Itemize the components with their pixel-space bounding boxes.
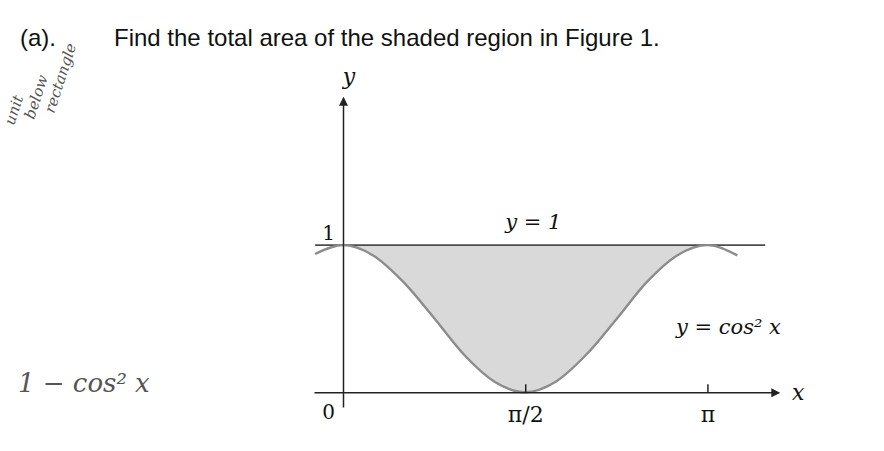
x-tick: π	[701, 384, 715, 427]
handwritten-expression: 1 − cos² x	[18, 368, 150, 398]
x-tick-mark	[525, 384, 527, 392]
x-tick-label: π	[701, 402, 715, 427]
question: (a). Find the total area of the shaded re…	[20, 24, 660, 51]
y-tick: 0	[322, 393, 343, 424]
figure: (a). Find the total area of the shaded re…	[0, 0, 884, 451]
y-tick-label: 1	[322, 221, 335, 245]
x-tick-mark	[707, 384, 709, 392]
x-axis-line	[315, 392, 779, 394]
series-label: y = cos² x	[675, 315, 781, 339]
series-label: y = 1	[504, 210, 561, 234]
shaded-region	[343, 245, 707, 392]
x-axis-title: x	[792, 380, 805, 405]
handwriting: unitbelowrectangle1 − cos² x	[1, 41, 150, 398]
y-axis: 01	[322, 99, 343, 424]
x-tick-label: π/2	[508, 402, 544, 427]
question-label: (a).	[20, 24, 56, 51]
y-axis-line	[343, 99, 345, 408]
y-tick-label: 0	[322, 400, 335, 424]
x-axis: π/2 π	[315, 384, 779, 427]
x-tick: π/2	[508, 384, 544, 427]
question-text: Find the total area of the shaded region…	[114, 24, 660, 51]
series-line	[315, 245, 737, 392]
y-tick: 1	[322, 221, 343, 246]
margin-note: rectangle	[41, 41, 81, 115]
y-axis-title: y	[342, 64, 356, 89]
